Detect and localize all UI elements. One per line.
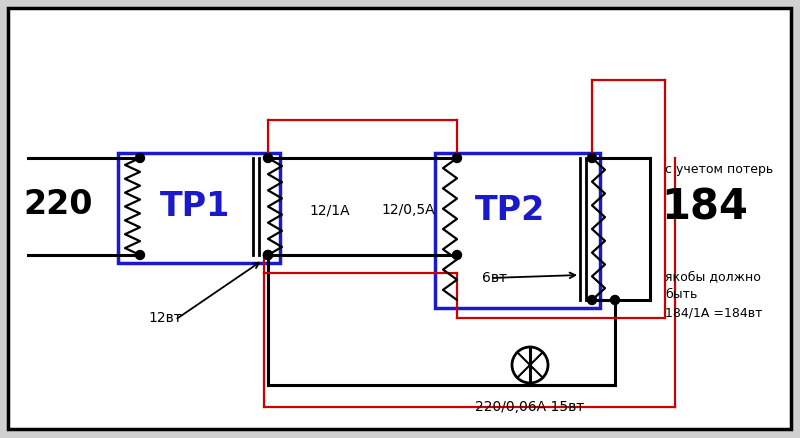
Text: 184: 184: [662, 186, 749, 228]
Circle shape: [135, 251, 145, 259]
Text: 12/1А: 12/1А: [310, 203, 350, 217]
Text: ТР1: ТР1: [160, 191, 230, 223]
Circle shape: [263, 251, 273, 259]
Bar: [118, 153, 280, 263]
Circle shape: [453, 251, 462, 259]
Circle shape: [587, 153, 597, 162]
Text: 220: 220: [23, 188, 93, 222]
Circle shape: [263, 153, 273, 162]
Text: 220/0,06А 15вт: 220/0,06А 15вт: [475, 400, 585, 414]
Circle shape: [263, 251, 273, 259]
Text: 6вт: 6вт: [482, 271, 507, 285]
Text: 12/0,5А: 12/0,5А: [381, 203, 435, 217]
Text: с учетом потерь: с учетом потерь: [665, 163, 774, 177]
Circle shape: [135, 153, 145, 162]
Circle shape: [587, 296, 597, 304]
Circle shape: [453, 153, 462, 162]
Text: ТР2: ТР2: [475, 194, 545, 226]
Text: якобы должно
быть
184/1А =184вт: якобы должно быть 184/1А =184вт: [665, 271, 762, 319]
Text: 12вт: 12вт: [148, 311, 182, 325]
Bar: [435, 153, 600, 308]
Circle shape: [610, 296, 619, 304]
